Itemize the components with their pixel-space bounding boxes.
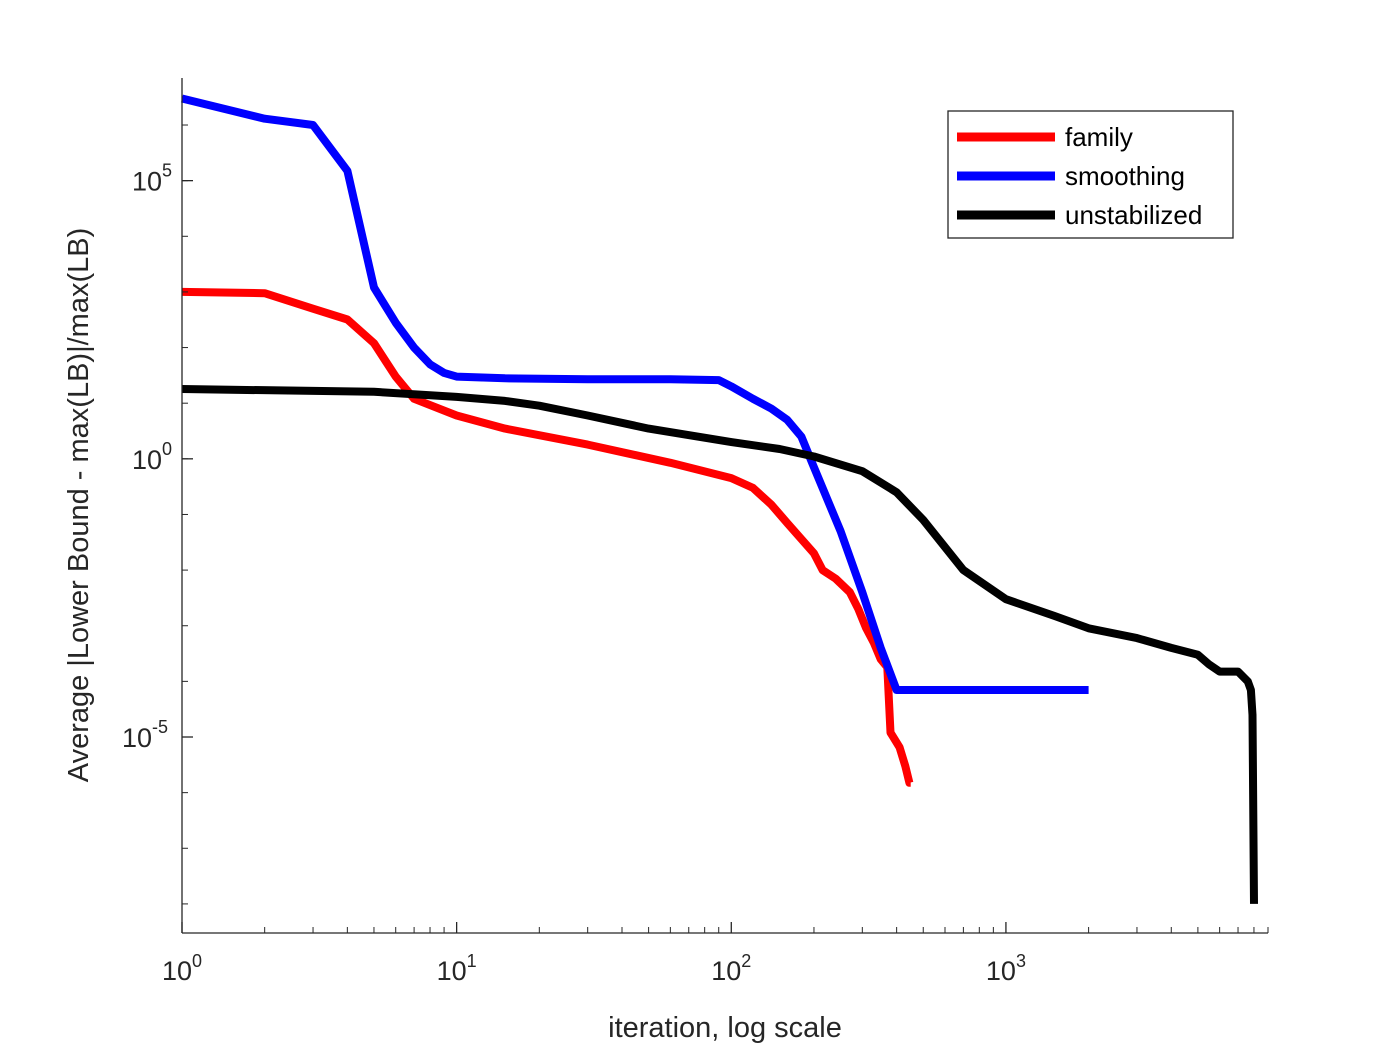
y-tick-label-exponent: 0	[162, 439, 172, 459]
legend: family smoothing unstabilized	[947, 110, 1234, 239]
x-tick-label: 102	[711, 951, 751, 986]
x-axis-label: iteration, log scale	[608, 1012, 842, 1044]
y-tick-label: 10	[122, 723, 152, 753]
x-tick-label: 103	[986, 951, 1026, 986]
series-line-unstabilized	[181, 385, 1258, 904]
series-line-family	[181, 287, 914, 787]
y-tick-label-exponent: -5	[152, 717, 168, 737]
legend-label-family: family	[1065, 122, 1133, 152]
series-line-smoothing	[181, 94, 1089, 694]
y-tick-label-exponent: 5	[162, 161, 172, 181]
x-tick-label: 100	[162, 951, 202, 986]
legend-label-smoothing: smoothing	[1065, 161, 1185, 191]
x-tick-label: 101	[437, 951, 477, 986]
y-tick-label: 10	[132, 445, 162, 475]
y-axis-label: Average |Lower Bound - max(LB)|/max(LB)	[63, 228, 95, 782]
y-tick-label: 10	[132, 167, 162, 197]
legend-label-unstabilized: unstabilized	[1065, 200, 1202, 230]
series-layer	[181, 94, 1258, 904]
axes-layer	[181, 78, 1268, 934]
